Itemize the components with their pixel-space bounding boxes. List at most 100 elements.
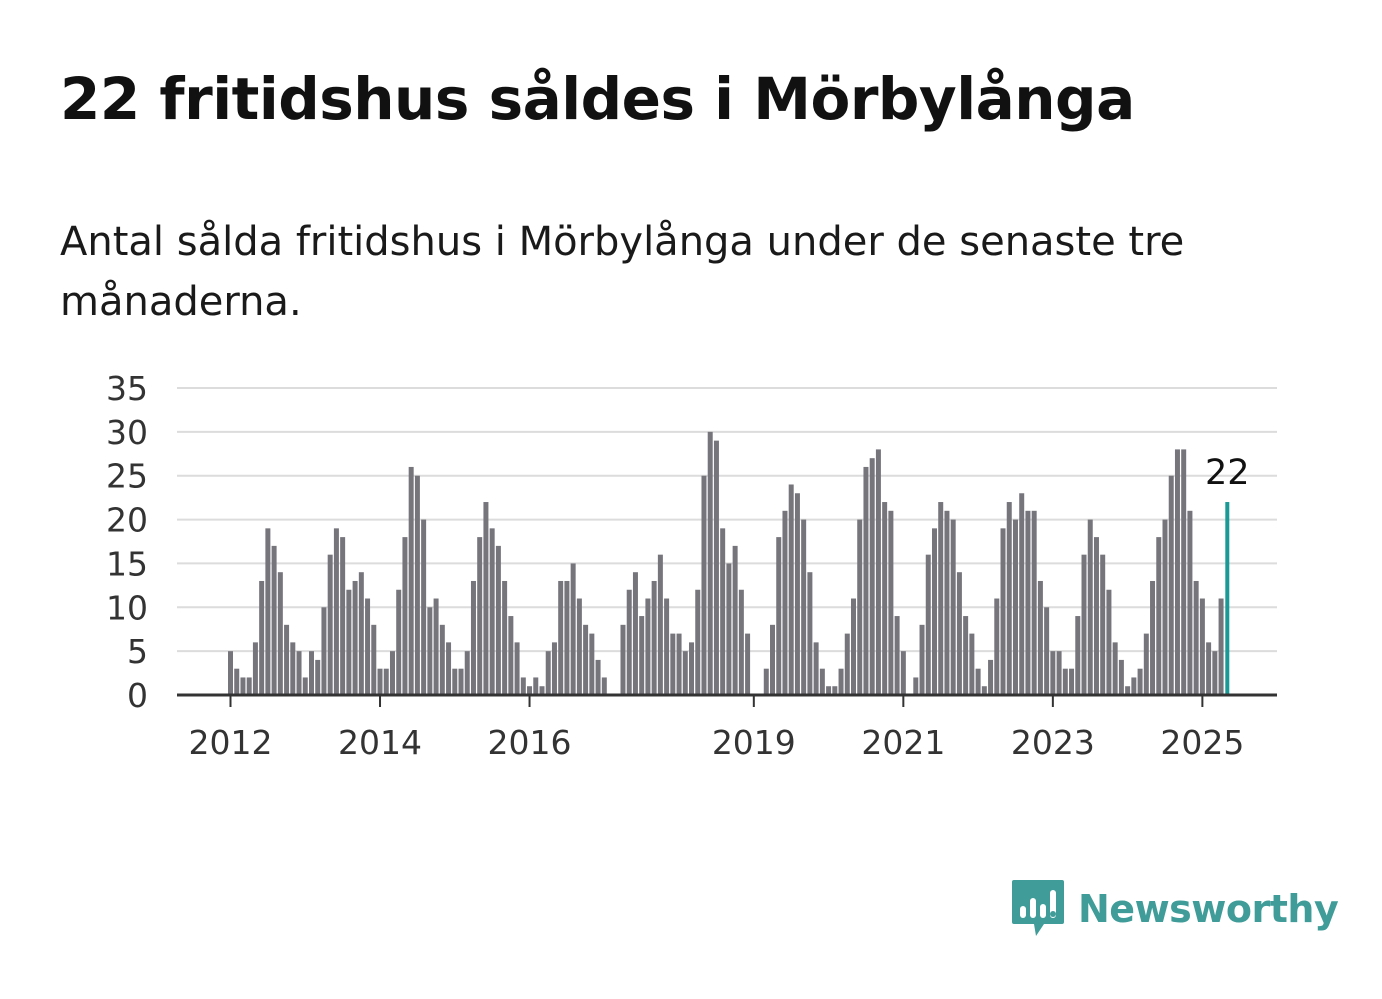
bar [838, 668, 844, 695]
bar [1187, 510, 1193, 695]
bar [383, 668, 389, 695]
bar [302, 677, 308, 695]
bar [601, 677, 607, 695]
bar [458, 668, 464, 695]
x-tick-label: 2023 [1011, 723, 1095, 762]
bar [346, 589, 352, 695]
bar [1050, 651, 1056, 695]
bar [1056, 651, 1062, 695]
bar [564, 580, 570, 695]
bar [558, 580, 564, 695]
bar [1212, 651, 1218, 695]
bar [645, 598, 651, 695]
bar [801, 519, 807, 695]
bar [763, 668, 769, 695]
bar [1069, 668, 1075, 695]
bar [776, 537, 782, 695]
bar [234, 668, 240, 695]
y-tick-label: 20 [106, 501, 148, 540]
bar [1137, 668, 1143, 695]
bar [1106, 589, 1112, 695]
bar [1218, 598, 1224, 695]
chart-subtitle: Antal sålda fritidshus i Mörbylånga unde… [60, 219, 1185, 325]
bar [1000, 528, 1006, 695]
x-tick-label: 2025 [1160, 723, 1244, 762]
bar [882, 502, 888, 695]
bar [695, 589, 701, 695]
bar [707, 431, 713, 695]
bar [919, 624, 925, 695]
bar [1131, 677, 1137, 695]
bar [576, 598, 582, 695]
bar [389, 651, 395, 695]
bar [689, 642, 695, 695]
y-tick-label: 0 [127, 676, 148, 715]
bar [807, 572, 813, 695]
bar [956, 572, 962, 695]
bar [969, 633, 975, 695]
bar [1087, 519, 1093, 695]
bar [514, 642, 520, 695]
bar [632, 572, 638, 695]
bar [539, 686, 545, 695]
brand-name: Newsworthy [1078, 887, 1339, 931]
bar [595, 659, 601, 695]
bar [682, 651, 688, 695]
bar [1093, 537, 1099, 695]
bar [477, 537, 483, 695]
bar [626, 589, 632, 695]
bar [1206, 642, 1212, 695]
bar [533, 677, 539, 695]
bar [265, 528, 271, 695]
bar [832, 686, 838, 695]
newsworthy-logo[interactable]: Newsworthy [1010, 878, 1339, 940]
bar [358, 572, 364, 695]
bar [794, 493, 800, 695]
bar [944, 510, 950, 695]
bar [1037, 580, 1043, 695]
bar [863, 466, 869, 695]
bar [925, 554, 931, 695]
bar [981, 686, 987, 695]
bar [875, 449, 881, 695]
bar [352, 580, 358, 695]
highlight-value-label: 22 [1205, 453, 1250, 493]
bar [1150, 580, 1156, 695]
bar [857, 519, 863, 695]
bar [1012, 519, 1018, 695]
bar [1199, 598, 1205, 695]
bar [321, 607, 327, 695]
bar [240, 677, 246, 695]
bar [819, 668, 825, 695]
bar [502, 580, 508, 695]
bar [259, 580, 265, 695]
bar [470, 580, 476, 695]
bar [1006, 502, 1012, 695]
y-tick-label: 30 [106, 413, 148, 452]
bar [377, 668, 383, 695]
bar [713, 440, 719, 695]
bar [732, 545, 738, 695]
bar [296, 651, 302, 695]
bar [844, 633, 850, 695]
bar [489, 528, 495, 695]
bar [551, 642, 557, 695]
bar [589, 633, 595, 695]
bar [701, 475, 707, 695]
bar [738, 589, 744, 695]
bar [452, 668, 458, 695]
bar [315, 659, 321, 695]
bar [931, 528, 937, 695]
bar [1143, 633, 1149, 695]
bar [950, 519, 956, 695]
bar [639, 616, 645, 695]
bar [495, 545, 501, 695]
bar [414, 475, 420, 695]
bar [1025, 510, 1031, 695]
bar [433, 598, 439, 695]
bar [651, 580, 657, 695]
bar [408, 466, 414, 695]
bar [813, 642, 819, 695]
